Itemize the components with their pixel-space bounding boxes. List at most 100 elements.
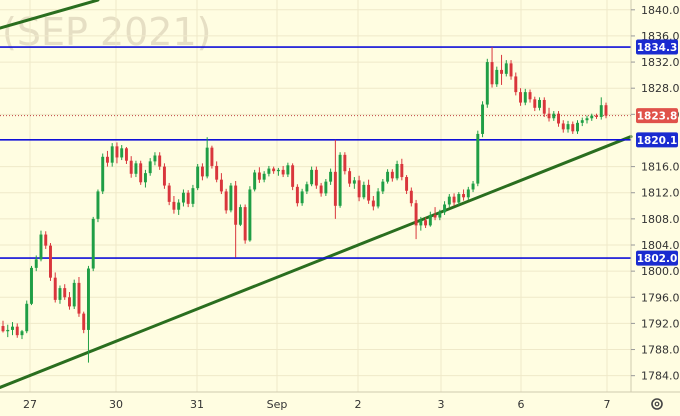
candle-body [367,184,371,201]
candle-body [300,191,304,204]
level-label: 1820.1 [637,135,678,147]
candle-body [452,196,456,203]
candle-body [34,259,38,268]
candle-body [519,92,523,103]
candle-body [115,146,119,158]
level-labels: 1834.3 1820.1 1802.0 [636,39,678,266]
candle-body [428,214,432,226]
candle-body [257,172,261,180]
x-tick-label: 31 [190,398,204,411]
candle-body [585,118,589,121]
candle-body [462,194,466,198]
candle-body [39,234,43,260]
candle-body [172,201,176,210]
candle-body [295,186,299,204]
candle-body [552,113,556,119]
candle-body [272,168,276,172]
candle-body [595,115,598,117]
candle-body [561,123,565,130]
candle-body [310,169,314,185]
trendlines [0,0,633,389]
candle-body [495,69,499,85]
candle-body [276,169,280,172]
candle-body [124,148,128,161]
plot-background [0,0,631,392]
candle-body [53,277,57,300]
level-label: 1802.0 [637,253,678,265]
candle-body [143,173,147,183]
candle-body [509,63,513,77]
candle-body [500,69,504,74]
candle-body [120,148,124,158]
y-tick-label: 1804.0 [641,239,680,252]
candle-body [162,166,166,186]
y-tick-label: 1784.0 [641,370,680,383]
candle-body [580,120,584,123]
candle-body [68,297,71,307]
price-axis[interactable]: 1840.01836.01832.01828.01824.01816.01812… [631,4,680,383]
y-tick-label: 1788.0 [641,344,680,357]
candle-body [476,133,480,184]
level-label-box [636,132,678,148]
trendline [0,0,100,30]
candle-body [590,115,594,119]
candle-body [134,163,138,174]
candle-body [409,190,413,204]
y-tick-label: 1800.0 [641,265,680,278]
candle-body [481,104,485,134]
candle-body [267,168,271,174]
candle-body [91,218,95,269]
candle-body [11,326,14,330]
time-axis[interactable]: 27 30 31 Sep 2 3 6 7 [23,398,611,411]
candle-body [181,192,185,203]
candle-body [229,185,233,211]
time-axis-background [0,392,631,416]
candle-body [291,165,295,187]
x-tick-label: 7 [604,398,611,411]
candle-body [514,76,518,93]
level-label-box [636,39,678,55]
candle-body [286,165,290,175]
candle-body [82,313,86,330]
candle-body [72,282,76,307]
candle-body [333,171,337,206]
candle-body [44,234,48,246]
candle-body [523,92,527,103]
candle-body [139,163,143,183]
candle-body [557,113,560,124]
candle-body [96,191,100,219]
candle-body [63,288,67,298]
candle-body [6,329,10,332]
candle-body [196,166,200,189]
candle-body [77,282,81,314]
candle-body [58,288,62,300]
current-price-text: 1823.8 [637,111,678,123]
candle-body [533,99,537,108]
axis-background [631,0,680,416]
candle-body [362,184,366,198]
current-price-label: 1823.8 [636,108,678,124]
settings-gear-icon[interactable] [651,398,663,410]
candle-body [447,196,451,205]
x-tick-label: 6 [518,398,525,411]
candle-body [400,163,404,178]
candle-body [153,155,157,162]
candle-body [381,181,385,192]
candle-body [424,220,428,226]
candle-body [604,105,608,116]
candle-body [224,191,228,211]
candle-body [485,62,489,105]
candle-body [191,188,195,204]
candle-body [414,203,418,226]
candle-body [234,185,238,225]
y-tick-label: 1808.0 [641,213,680,226]
y-tick-label: 1832.0 [641,56,680,69]
candle-body [186,192,190,204]
candle-body [129,160,133,174]
x-tick-label: 2 [355,398,362,411]
candle-body [576,122,579,132]
y-tick-label: 1792.0 [641,317,680,330]
candle-body [25,303,29,332]
candle-body [262,173,266,180]
